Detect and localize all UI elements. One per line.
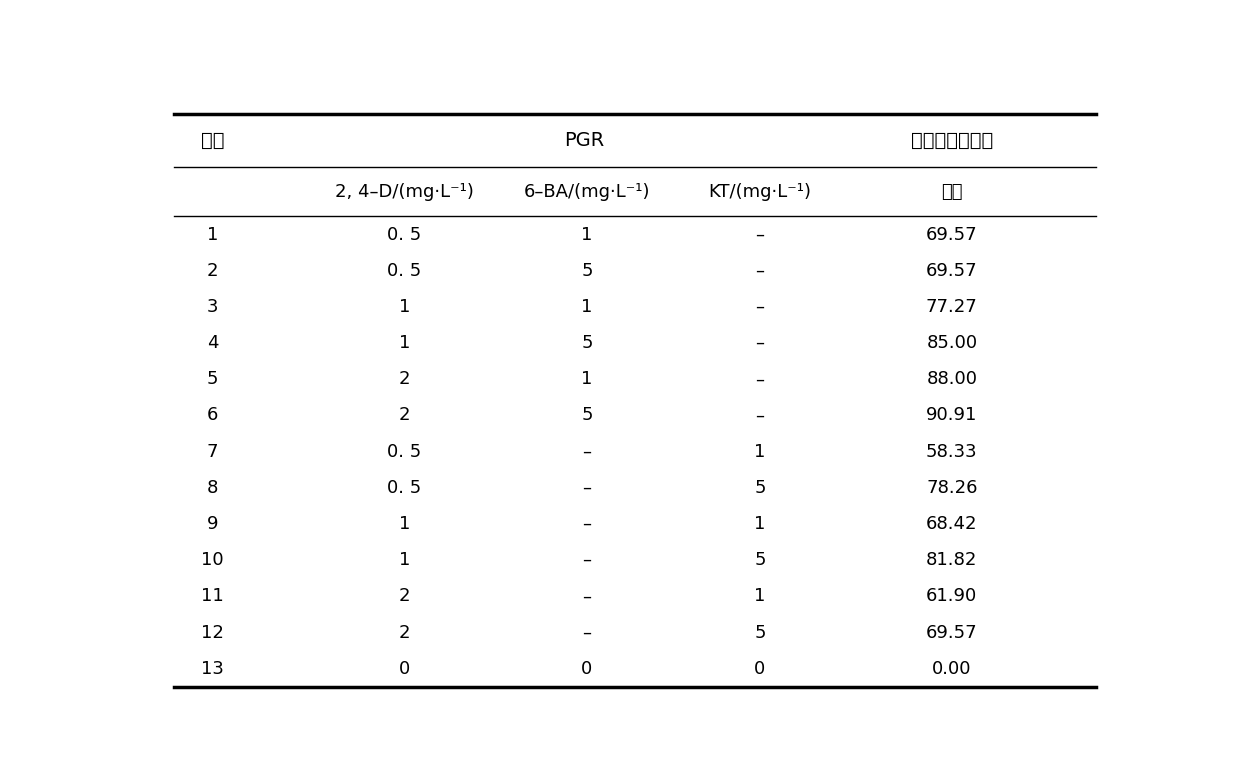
Text: 2: 2	[399, 371, 410, 388]
Text: –: –	[582, 624, 591, 641]
Text: 1: 1	[755, 587, 766, 606]
Text: 69.57: 69.57	[926, 262, 978, 280]
Text: 58.33: 58.33	[926, 443, 978, 461]
Text: 0. 5: 0. 5	[388, 262, 421, 280]
Text: –: –	[756, 371, 764, 388]
Text: PGR: PGR	[564, 131, 603, 150]
Text: 88.00: 88.00	[927, 371, 978, 388]
Text: 4: 4	[207, 334, 218, 352]
Text: 1: 1	[581, 298, 592, 316]
Text: 13: 13	[201, 659, 224, 678]
Text: 9: 9	[207, 515, 218, 533]
Text: 61.90: 61.90	[927, 587, 978, 606]
Text: 68.42: 68.42	[926, 515, 978, 533]
Text: 90.91: 90.91	[927, 406, 978, 424]
Text: 6: 6	[207, 406, 218, 424]
Text: 1: 1	[581, 371, 592, 388]
Text: 5: 5	[755, 624, 766, 641]
Text: 1: 1	[399, 515, 410, 533]
Text: 2: 2	[399, 587, 410, 606]
Text: 0. 5: 0. 5	[388, 479, 421, 496]
Text: 1: 1	[581, 226, 592, 243]
Text: 12: 12	[201, 624, 224, 641]
Text: 5: 5	[755, 479, 766, 496]
Text: 77.27: 77.27	[926, 298, 978, 316]
Text: 2, 4–D/(mg·L⁻¹): 2, 4–D/(mg·L⁻¹)	[335, 183, 475, 201]
Text: 0. 5: 0. 5	[388, 443, 421, 461]
Text: 5: 5	[581, 334, 592, 352]
Text: 3: 3	[207, 298, 218, 316]
Text: 11: 11	[201, 587, 224, 606]
Text: 69.57: 69.57	[926, 226, 978, 243]
Text: 1: 1	[399, 334, 410, 352]
Text: –: –	[582, 443, 591, 461]
Text: 2: 2	[207, 262, 218, 280]
Text: 0: 0	[581, 659, 592, 678]
Text: 7: 7	[207, 443, 218, 461]
Text: –: –	[582, 479, 591, 496]
Text: 69.57: 69.57	[926, 624, 978, 641]
Text: 魁绿: 魁绿	[942, 183, 963, 201]
Text: 5: 5	[581, 262, 592, 280]
Text: –: –	[582, 551, 591, 569]
Text: 1: 1	[755, 515, 766, 533]
Text: –: –	[582, 587, 591, 606]
Text: 5: 5	[581, 406, 592, 424]
Text: 1: 1	[399, 551, 410, 569]
Text: 10: 10	[201, 551, 224, 569]
Text: –: –	[756, 334, 764, 352]
Text: 编号: 编号	[201, 131, 224, 150]
Text: –: –	[582, 515, 591, 533]
Text: 8: 8	[207, 479, 218, 496]
Text: 5: 5	[207, 371, 218, 388]
Text: 1: 1	[755, 443, 766, 461]
Text: 0. 5: 0. 5	[388, 226, 421, 243]
Text: 0: 0	[399, 659, 410, 678]
Text: 愈伤组织诱导率: 愈伤组织诱导率	[911, 131, 992, 150]
Text: –: –	[756, 298, 764, 316]
Text: 0.00: 0.00	[932, 659, 971, 678]
Text: 85.00: 85.00	[927, 334, 978, 352]
Text: 81.82: 81.82	[927, 551, 978, 569]
Text: 6–BA/(mg·L⁻¹): 6–BA/(mg·L⁻¹)	[524, 183, 650, 201]
Text: –: –	[756, 406, 764, 424]
Text: KT/(mg·L⁻¹): KT/(mg·L⁻¹)	[709, 183, 812, 201]
Text: 78.26: 78.26	[926, 479, 978, 496]
Text: 2: 2	[399, 624, 410, 641]
Text: 1: 1	[399, 298, 410, 316]
Text: 0: 0	[755, 659, 766, 678]
Text: –: –	[756, 226, 764, 243]
Text: –: –	[756, 262, 764, 280]
Text: 2: 2	[399, 406, 410, 424]
Text: 1: 1	[207, 226, 218, 243]
Text: 5: 5	[755, 551, 766, 569]
